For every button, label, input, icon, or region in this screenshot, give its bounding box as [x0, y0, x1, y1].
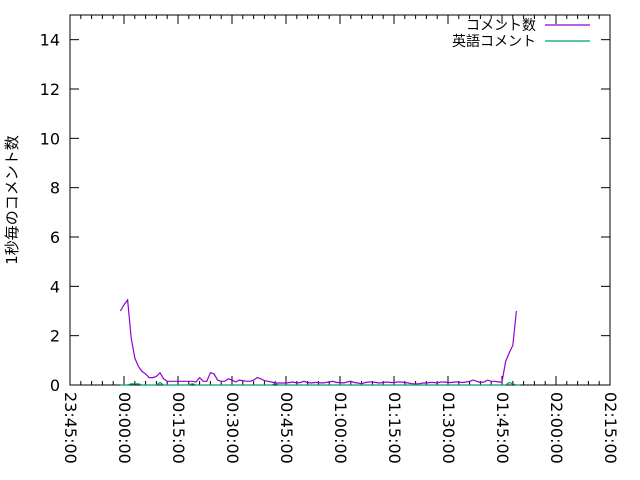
- y-tick-label: 2: [50, 327, 60, 346]
- x-tick-label: 00:45:00: [277, 392, 296, 464]
- y-tick-label: 0: [50, 376, 60, 395]
- legend-label: 英語コメント: [452, 33, 536, 50]
- x-tick-label: 00:00:00: [115, 392, 134, 464]
- y-tick-label: 4: [50, 277, 60, 296]
- series-line-1: [120, 381, 520, 386]
- x-tick-label: 00:30:00: [223, 392, 242, 464]
- x-tick-label: 00:15:00: [169, 392, 188, 464]
- x-tick-label: 01:30:00: [439, 392, 458, 464]
- x-tick-label: 01:45:00: [493, 392, 512, 464]
- series-line-0: [119, 298, 517, 385]
- y-tick-label: 6: [50, 228, 60, 247]
- x-tick-label: 01:15:00: [385, 392, 404, 464]
- axes: 0 2 4 6 8 10 12 14 23:45:00 00:00:00 00:15:00 00:30…: [40, 14, 620, 464]
- legend-label: コメント数: [466, 18, 536, 34]
- y-tick-label: 8: [50, 179, 60, 198]
- x-tick-label: 01:00:00: [331, 392, 350, 464]
- y-tick-label: 10: [40, 129, 60, 148]
- y-tick-label: 14: [40, 31, 60, 50]
- series-group: [119, 298, 520, 386]
- plot-border: [69, 14, 611, 386]
- y-axis-label: 1秒毎のコメント数: [3, 135, 21, 265]
- y-tick-label: 12: [40, 80, 60, 99]
- x-tick-label: 02:00:00: [547, 392, 566, 464]
- x-tick-label: 23:45:00: [61, 392, 80, 464]
- x-tick-label: 02:15:00: [601, 392, 620, 464]
